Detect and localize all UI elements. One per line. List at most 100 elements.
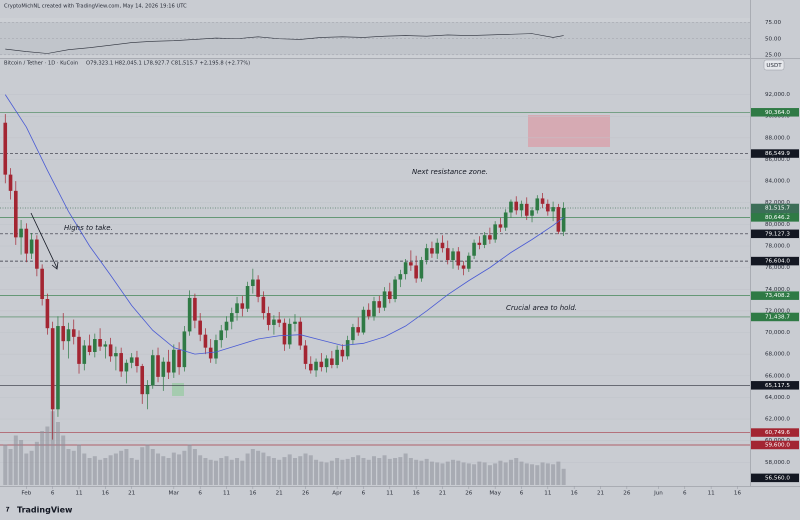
volume-bar (308, 455, 313, 485)
candle-body (71, 329, 76, 337)
volume-bar (198, 455, 203, 485)
x-tick-label: 21 (439, 491, 447, 497)
volume-bar (535, 465, 540, 485)
candle-body (3, 122, 8, 175)
candle-body (377, 301, 382, 308)
y-tick-label: 82,000.0 (765, 200, 790, 206)
volume-bar (161, 456, 166, 485)
candle-body (172, 349, 176, 373)
level-badge (751, 291, 799, 300)
volume-bar (314, 459, 319, 485)
y-tick-label: 76,000.0 (765, 265, 790, 271)
x-tick-label: May (489, 491, 501, 497)
y-tick-label: 58,000.0 (765, 460, 790, 466)
candle-body (356, 327, 360, 333)
candle-body (398, 274, 403, 280)
rsi-tick-label: 25.00 (765, 52, 781, 58)
level-badge (751, 440, 799, 450)
candle-body (482, 235, 487, 245)
candle-body (82, 345, 87, 364)
volume-bar (124, 449, 129, 485)
rsi-tick-label: 75.00 (765, 20, 781, 26)
level-badge (751, 312, 799, 322)
candle-body (61, 326, 66, 342)
volume-bar (235, 458, 240, 485)
candle-body (430, 248, 434, 254)
rsi-line (5, 33, 564, 54)
candle-body (509, 201, 513, 213)
annotation: Crucial area to hold. (506, 304, 577, 312)
candle-body (124, 362, 129, 372)
volume-bar (271, 458, 276, 485)
volume-bar (419, 460, 424, 485)
candle-body (282, 322, 287, 345)
axes: 58,000.060,000.062,000.064,000.066,000.0… (21, 20, 799, 497)
candle-body (308, 363, 313, 371)
volume-bar (487, 465, 492, 485)
candle-body (424, 248, 429, 261)
candle-body (303, 345, 308, 364)
candle-body (445, 248, 450, 261)
candle-body (19, 228, 23, 238)
volume-bar (556, 461, 561, 485)
y-tick-label: 74,000.0 (765, 287, 790, 293)
candle-body (24, 228, 29, 254)
volume-bar (472, 464, 477, 485)
level-badge (751, 381, 799, 390)
volume-bar (435, 462, 440, 485)
level-badge (751, 229, 799, 239)
volume-bar (498, 460, 503, 485)
volume-bar (445, 461, 450, 485)
candle-body (277, 319, 281, 323)
candle-body (319, 361, 324, 368)
candle-body (561, 207, 566, 232)
x-tick-label: 6 (683, 491, 687, 497)
volume-bar (540, 462, 545, 485)
x-tick-label: 6 (362, 491, 366, 497)
volume-bar (377, 458, 382, 485)
volume-bar (266, 456, 271, 485)
volume-bar (134, 459, 139, 485)
volume-bar (208, 459, 213, 485)
candle-body (540, 198, 545, 204)
currency-box[interactable] (763, 59, 785, 71)
level-label: 59,600.0 (765, 442, 790, 448)
x-tick-label: 16 (102, 491, 110, 497)
candle-body (40, 268, 44, 299)
candle-body (66, 329, 71, 342)
volume-bar (71, 450, 76, 485)
footer (0, 500, 800, 520)
arrow-head (51, 261, 59, 270)
annotation: Highs to take. (64, 224, 113, 232)
level-label: 56,560.0 (765, 475, 790, 481)
volume-bar (372, 456, 376, 485)
candle-body (166, 361, 171, 373)
candle-body (287, 323, 292, 345)
level-badge (751, 149, 799, 158)
level-label: 60,749.6 (765, 430, 790, 436)
candle-body (261, 296, 266, 314)
currency[interactable]: USDT (766, 63, 782, 69)
volume-bar (298, 456, 303, 485)
candle-body (451, 251, 455, 261)
candle-body (519, 203, 524, 211)
candle-body (50, 328, 55, 410)
candle-body (93, 339, 97, 352)
volume-bar (140, 447, 145, 485)
candle-body (182, 331, 187, 368)
volume-bar (77, 444, 82, 485)
candle-body (530, 210, 534, 216)
candle-body (493, 224, 497, 240)
candle-body (361, 309, 366, 333)
volume-bar (213, 460, 218, 485)
candle-body (414, 265, 418, 279)
candle-body (366, 309, 371, 317)
volume-bar (508, 459, 513, 485)
x-tick-label: Apr (332, 491, 342, 497)
volume-bar (156, 453, 161, 485)
volume-bar (303, 453, 308, 485)
level-label: 81,515.7 (765, 205, 790, 211)
candle-body (251, 279, 255, 287)
x-tick-label: 16 (413, 491, 421, 497)
